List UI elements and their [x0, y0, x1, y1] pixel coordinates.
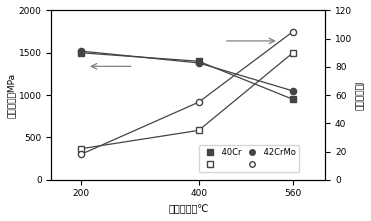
Y-axis label: 冲击韧量／J: 冲击韧量／J	[355, 80, 364, 110]
X-axis label: 回火温度／℃: 回火温度／℃	[168, 204, 209, 214]
Legend:  40Cr, ,  42CrMo, : 40Cr, , 42CrMo,	[198, 145, 299, 172]
Y-axis label: 抗拉强度／MPa: 抗拉强度／MPa	[7, 72, 16, 118]
